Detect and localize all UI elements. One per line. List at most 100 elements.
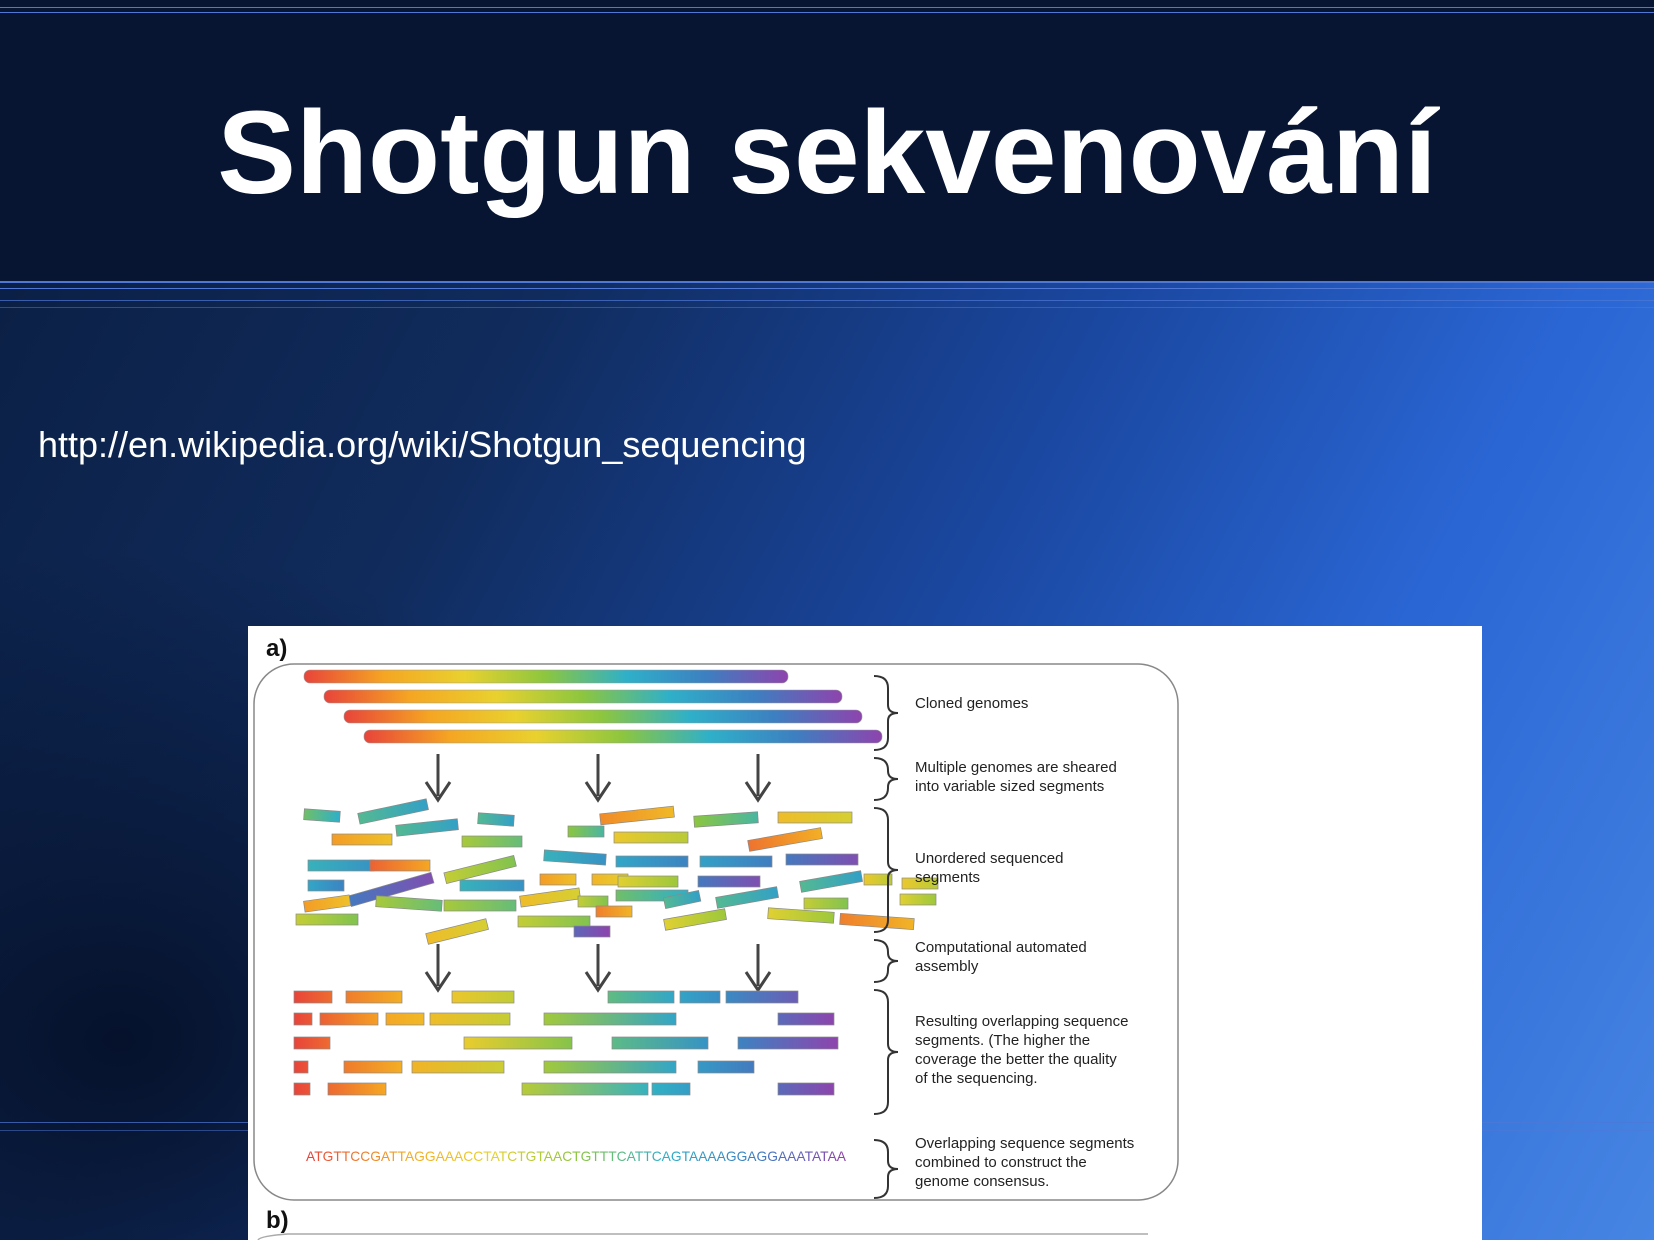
- band-rule-2: [0, 288, 1654, 289]
- consensus-base: T: [635, 1148, 644, 1164]
- step-label-line: Resulting overlapping sequence: [915, 1013, 1128, 1030]
- consensus-base: T: [342, 1148, 351, 1164]
- assembled-segment: [293, 1082, 311, 1096]
- consensus-base: A: [828, 1148, 838, 1164]
- step-label-line: segments. (The higher the: [915, 1032, 1090, 1049]
- consensus-base: A: [627, 1148, 637, 1164]
- slide-title: Shotgun sekvenování: [217, 87, 1437, 219]
- sequence-fragment: [615, 855, 689, 868]
- consensus-base: T: [517, 1148, 526, 1164]
- sequence-fragment: [662, 889, 702, 910]
- assembled-segment: [319, 1012, 379, 1026]
- sequence-fragment: [295, 913, 359, 926]
- panel-b-label: b): [266, 1207, 289, 1234]
- consensus-base: G: [425, 1148, 436, 1164]
- sequence-fragment: [573, 925, 611, 938]
- sequence-fragment: [357, 798, 429, 825]
- consensus-base: G: [581, 1148, 592, 1164]
- genome-bar: [363, 729, 883, 744]
- assembled-segment: [725, 990, 799, 1004]
- assembled-segment: [327, 1082, 387, 1096]
- sequence-fragment: [567, 825, 605, 838]
- consensus-base: T: [805, 1148, 814, 1164]
- diagram-canvas: a) ATGTTCCGATTAGGAAACCTATCTGTAACTGTTTCAT…: [253, 635, 1179, 1240]
- band-rule-3: [0, 300, 1654, 301]
- sequence-fragment: [477, 812, 515, 827]
- sequence-fragment: [577, 895, 609, 908]
- sequence-fragment: [901, 877, 939, 890]
- consensus-base: A: [454, 1148, 464, 1164]
- sequence-fragment: [331, 833, 393, 846]
- arrow-head: [744, 971, 772, 993]
- sequence-fragment: [543, 849, 607, 866]
- cloned-genomes: [303, 669, 883, 744]
- consensus-base: C: [463, 1148, 473, 1164]
- sequence-fragment: [303, 808, 341, 823]
- assembled-segment: [345, 990, 403, 1004]
- consensus-base: A: [445, 1148, 455, 1164]
- assembled-segment: [451, 990, 515, 1004]
- step-label-line: Multiple genomes are sheared: [915, 759, 1117, 776]
- consensus-base: A: [491, 1148, 501, 1164]
- consensus-base: A: [436, 1148, 446, 1164]
- consensus-text: ATGTTCCGATTAGGAAACCTATCTGTAACTGTTTCATTCA…: [306, 1148, 847, 1164]
- sequence-fragment: [803, 897, 849, 910]
- consensus-base: A: [306, 1148, 316, 1164]
- sequence-fragment: [863, 873, 893, 886]
- sequence-fragment: [443, 899, 517, 912]
- consensus-base: G: [767, 1148, 778, 1164]
- consensus-base: T: [314, 1148, 323, 1164]
- arrow-head: [584, 971, 612, 993]
- assembled-segment: [293, 1060, 309, 1074]
- unordered-fragments: [295, 798, 939, 945]
- consensus-base: A: [381, 1148, 391, 1164]
- sequence-fragment: [777, 811, 853, 824]
- sequence-fragment: [663, 908, 727, 931]
- consensus-base: C: [652, 1148, 662, 1164]
- source-url[interactable]: http://en.wikipedia.org/wiki/Shotgun_seq…: [38, 424, 807, 465]
- sequence-fragment: [699, 855, 773, 868]
- consensus-base: T: [536, 1148, 545, 1164]
- consensus-base: T: [591, 1148, 600, 1164]
- assembled-segments: [293, 990, 839, 1096]
- sequence-fragment: [799, 870, 863, 893]
- consensus-base: C: [617, 1148, 627, 1164]
- genome-bar: [323, 689, 843, 704]
- step-label-line: into variable sized segments: [915, 778, 1104, 795]
- sequence-fragment: [425, 918, 489, 945]
- sequence-fragment: [443, 855, 517, 884]
- assembled-segment: [343, 1060, 403, 1074]
- step-labels: Cloned genomes Multiple genomes are shear…: [915, 695, 1134, 1190]
- assembled-segment: [543, 1012, 677, 1026]
- sequence-fragment: [613, 831, 689, 844]
- step-brace: [873, 989, 899, 1115]
- arrow-head: [424, 781, 452, 803]
- consensus-base: A: [812, 1148, 822, 1164]
- consensus-base: T: [682, 1148, 691, 1164]
- assembled-segment: [521, 1082, 649, 1096]
- consensus-base: T: [398, 1148, 407, 1164]
- panel-a-frame: [253, 663, 1179, 1201]
- assembled-segment: [411, 1060, 505, 1074]
- sequence-fragment: [459, 879, 525, 892]
- sequence-fragment: [595, 905, 633, 918]
- step-brace: [873, 1139, 899, 1199]
- sequence-fragment: [539, 873, 577, 886]
- step-label-line: genome consensus.: [915, 1173, 1049, 1190]
- consensus-base: A: [787, 1148, 797, 1164]
- sequence-fragment: [839, 913, 915, 930]
- panel-a-label: a): [266, 635, 287, 662]
- consensus-base: G: [757, 1148, 768, 1164]
- step-brace: [873, 939, 899, 983]
- consensus-base: A: [662, 1148, 672, 1164]
- consensus-base: G: [414, 1148, 425, 1164]
- assembled-segment: [651, 1082, 691, 1096]
- consensus-base: C: [360, 1148, 370, 1164]
- consensus-base: A: [698, 1148, 708, 1164]
- sequence-fragment: [395, 818, 459, 837]
- sequence-fragment: [785, 853, 859, 866]
- sequence-fragment: [369, 859, 431, 872]
- consensus-base: T: [572, 1148, 581, 1164]
- genome-bar: [303, 669, 789, 684]
- consensus-base: A: [778, 1148, 788, 1164]
